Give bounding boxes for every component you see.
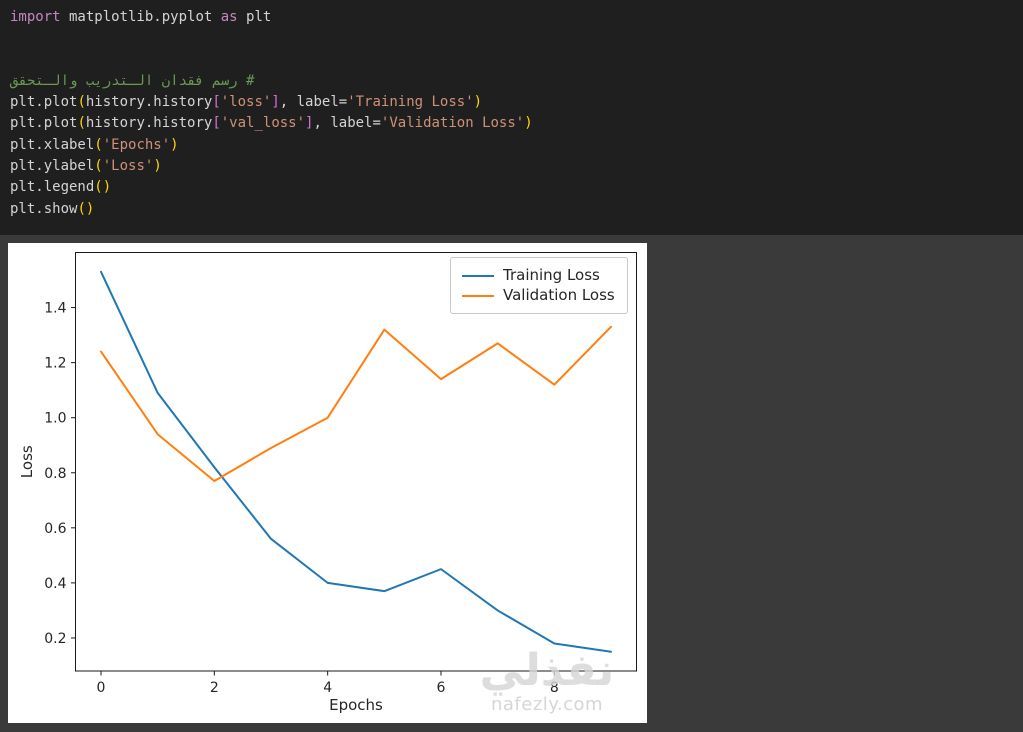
code-line: plt.legend() (10, 177, 1023, 198)
code-line (10, 28, 1023, 49)
code-token-plain: plt.legend (10, 179, 95, 196)
code-token-bracket: ] (305, 115, 314, 132)
validation-loss-swatch (462, 294, 494, 297)
code-token-paren: ) (473, 94, 483, 111)
code-line: plt.ylabel('Loss') (10, 156, 1023, 177)
code-token-string: 'Loss' (102, 158, 154, 175)
code-token-paren: ) (170, 136, 179, 153)
y-tick-label: 1.2 (44, 356, 66, 372)
code-token-string: 'Epochs' (102, 136, 171, 153)
code-token-keyword: as (220, 9, 238, 25)
code-token-paren: () (77, 200, 95, 217)
x-tick-label: 6 (437, 680, 446, 696)
x-tick-label: 2 (210, 680, 219, 696)
x-tick-label: 8 (550, 680, 559, 696)
training-loss-line (100, 270, 612, 653)
y-tick-label: 1.4 (44, 301, 66, 317)
code-token-paren: ) (153, 158, 162, 175)
x-tick-label: 0 (97, 680, 106, 696)
code-token-paren: ( (77, 115, 86, 132)
code-editor[interactable]: import matplotlib.pyplot as plt # رسم فق… (0, 0, 1023, 235)
code-token-plain: plt (237, 9, 272, 25)
code-token-paren: ( (94, 158, 103, 175)
code-token-paren: ) (524, 115, 533, 132)
y-tick-label: 0.6 (44, 521, 66, 537)
training-loss-swatch (462, 274, 494, 277)
code-token-string: 'val_loss' (220, 115, 306, 132)
code-token-plain: plt.show (10, 200, 78, 217)
y-axis-label: Loss (18, 445, 36, 478)
code-line: import matplotlib.pyplot as plt (10, 7, 1023, 28)
code-token-string: 'Validation Loss' (380, 115, 525, 132)
validation-loss-line (100, 325, 612, 483)
y-tick-label: 0.4 (44, 576, 66, 592)
legend-label: Validation Loss (503, 286, 615, 304)
y-tick-label: 1.0 (44, 411, 66, 427)
y-tick-label: 0.8 (44, 466, 66, 482)
loss-chart: 0 2 4 6 8 0.2 0.4 0.6 0.8 1.0 1.2 1.4 Epochs Loss (18, 252, 637, 714)
code-line: plt.plot(history.history['loss'], label=… (10, 92, 1023, 113)
legend-row: Validation Loss (462, 288, 627, 303)
code-token-plain: plt.plot (10, 115, 78, 132)
legend-label: Training Loss (503, 266, 600, 284)
chart-legend: Training Loss Validation Loss (450, 257, 628, 314)
code-token-string: 'loss' (220, 94, 272, 111)
matplotlib-figure: 0 2 4 6 8 0.2 0.4 0.6 0.8 1.0 1.2 1.4 Epochs Loss Tra… (8, 243, 647, 723)
x-axis-label: Epochs (329, 696, 383, 714)
code-token-string: 'Training Loss' (347, 94, 474, 111)
code-token-plain: plt.xlabel (10, 136, 95, 153)
code-token-plain: plt.plot (10, 94, 78, 111)
code-line: plt.plot(history.history['val_loss'], la… (10, 113, 1023, 134)
code-token-plain: plt.ylabel (10, 158, 95, 175)
code-token-bracket: ] (271, 94, 280, 111)
code-token-paren: ( (77, 94, 86, 111)
code-token-plain: , label= (279, 94, 348, 111)
code-token-plain: history.history (85, 115, 213, 132)
code-token-paren: ( (94, 136, 103, 153)
code-token-plain: matplotlib.pyplot (60, 9, 221, 25)
code-line: plt.xlabel('Epochs') (10, 135, 1023, 156)
y-tick-label: 0.2 (44, 631, 66, 647)
code-token-comment: # رسم فقدان الـتدريب والـتحقق (10, 72, 255, 89)
code-token-keyword: import (10, 9, 61, 25)
code-token-plain: , label= (313, 115, 381, 132)
code-line-comment: # رسم فقدان الـتدريب والـتحقق (10, 71, 1023, 92)
x-tick-label: 4 (323, 680, 332, 696)
code-line: plt.show() (10, 199, 1023, 220)
code-token-plain: history.history (85, 94, 213, 111)
code-token-bracket: [ (212, 115, 221, 132)
legend-row: Training Loss (462, 268, 627, 283)
plot-spines (75, 252, 637, 672)
code-token-bracket: [ (212, 94, 221, 111)
code-line (10, 50, 1023, 71)
code-token-paren: () (94, 179, 112, 196)
